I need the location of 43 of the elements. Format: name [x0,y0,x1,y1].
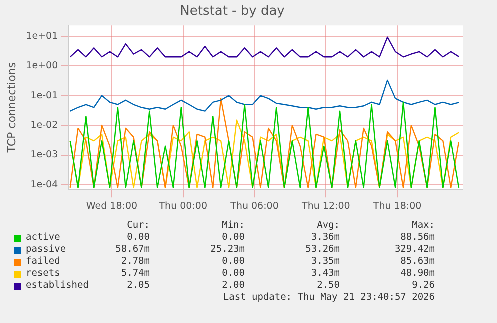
text: Min: [222,220,245,232]
text: 2.50 [317,280,340,292]
y-tick-label: 1e-02 [30,120,58,132]
x-tick-label: Thu 06:00 [230,200,279,212]
legend-label: established [26,280,89,292]
y-tick-label: 1e-01 [30,90,58,102]
legend-label: failed [26,256,60,268]
text: Avg: [317,220,340,232]
text: 0.00 [222,268,245,280]
y-axis-title: TCP connections [5,62,18,154]
legend-label: active [26,232,60,244]
text: 2.05 [127,280,150,292]
y-tick-label: 1e+00 [26,60,58,72]
chart-title: Netstat - by day [180,4,286,20]
text: 9.26 [412,280,435,292]
text: 2.00 [222,280,245,292]
x-tick-label: Thu 18:00 [372,200,422,212]
x-tick-label: Thu 00:00 [158,200,208,212]
legend-label: resets [26,268,60,280]
text: 0.00 [222,256,245,268]
text: 53.26m [306,244,340,256]
text: Last update: Thu May 21 23:40:57 2026 [223,292,435,304]
text: 3.36m [311,232,340,244]
text: 2.78m [121,256,150,268]
text: 0.00 [222,232,245,244]
text: Max: [412,220,435,232]
legend-label: passive [26,244,66,256]
text: 48.90m [400,268,435,280]
y-tick-label: 1e-03 [30,150,58,161]
text: 0.00 [127,232,150,244]
text: 88.56m [400,232,435,244]
x-tick-label: Wed 18:00 [86,200,138,212]
text: 85.63m [400,256,435,268]
y-tick-label: 1e+01 [26,30,58,42]
text: 25.23m [210,244,245,256]
y-tick-label: 1e-04 [30,179,58,190]
text: Cur: [127,220,150,232]
text: 3.35m [311,256,340,268]
text: 5.74m [121,268,150,280]
text: 329.42m [394,244,435,256]
text: 58.67m [116,244,150,256]
text: 3.43m [311,268,340,280]
x-tick-label: Thu 12:00 [301,200,350,212]
